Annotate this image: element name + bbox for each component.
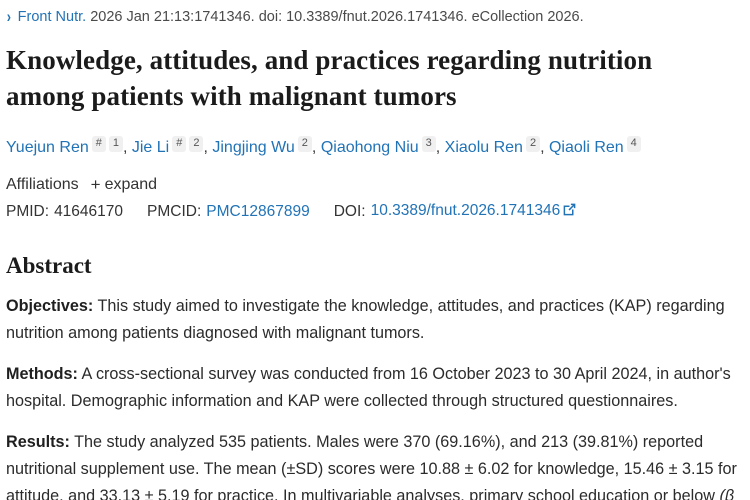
- pmid-label: PMID:: [6, 202, 50, 220]
- author-link[interactable]: Qiaohong Niu: [320, 139, 419, 157]
- affiliation-badge[interactable]: 2: [525, 135, 541, 152]
- identifiers-row: PMID: 41646170 PMCID: PMC12867899 DOI: 1…: [6, 202, 740, 221]
- chevron-right-icon[interactable]: ›: [6, 7, 11, 26]
- author-link[interactable]: Xiaolu Ren: [444, 139, 523, 157]
- plus-icon: +: [90, 175, 101, 195]
- author: Qiaohong Niu 3,: [320, 135, 445, 157]
- author-list: Yuejun Ren #1, Jie Li #2, Jingjing Wu 2, Qi…: [6, 135, 740, 160]
- affiliations-label: Affiliations: [6, 176, 79, 194]
- author: Xiaolu Ren 2,: [444, 135, 549, 157]
- author-link[interactable]: Qiaoli Ren: [548, 139, 624, 157]
- abstract-methods: Methods: A cross-sectional survey was co…: [6, 361, 740, 415]
- doi-link[interactable]: 10.3389/fnut.2026.1741346: [371, 202, 577, 221]
- abstract-heading: Abstract: [6, 253, 92, 279]
- section-label: Methods:: [6, 365, 78, 384]
- pmcid-label: PMCID:: [147, 202, 202, 220]
- doi-label: DOI:: [333, 202, 366, 220]
- expand-affiliations-button[interactable]: + expand: [91, 175, 157, 195]
- section-label: Objectives:: [6, 297, 94, 316]
- abstract-objectives: Objectives: This study aimed to investig…: [6, 293, 740, 347]
- pmcid-group: PMCID: PMC12867899: [147, 203, 310, 221]
- article-title: Knowledge, attitudes, and practices rega…: [6, 45, 653, 112]
- affiliations-row: Affiliations + expand: [6, 175, 740, 195]
- section-text: This study aimed to investigate the know…: [6, 297, 725, 343]
- section-text: A cross-sectional survey was conducted f…: [6, 365, 731, 411]
- doi-group: DOI: 10.3389/fnut.2026.1741346: [334, 202, 577, 221]
- pmcid-link[interactable]: PMC12867899: [206, 202, 310, 220]
- citation-text: 2026 Jan 21:13:1741346. doi: 10.3389/fnu…: [90, 8, 584, 25]
- equal-contrib-badge[interactable]: #: [91, 135, 106, 152]
- author: Jie Li #2,: [131, 135, 213, 157]
- affiliation-badge[interactable]: 2: [189, 135, 204, 152]
- affiliation-badge[interactable]: 1: [108, 135, 123, 152]
- affiliation-badge[interactable]: 4: [626, 135, 641, 152]
- affiliation-badge[interactable]: 2: [297, 135, 312, 152]
- author-link[interactable]: Yuejun Ren: [6, 139, 89, 157]
- author: Yuejun Ren #1,: [6, 135, 132, 157]
- pmid-group: PMID: 41646170: [6, 203, 123, 221]
- external-link-icon: [563, 203, 577, 221]
- journal-link[interactable]: Front Nutr.: [17, 8, 87, 25]
- section-text-italic: (β: [719, 487, 735, 500]
- section-text: The study analyzed 535 patients. Males w…: [6, 433, 737, 500]
- journal-citation-bar: › Front Nutr. 2026 Jan 21:13:1741346. do…: [6, 6, 740, 25]
- author-link[interactable]: Jie Li: [131, 139, 170, 157]
- author: Jingjing Wu 2,: [212, 135, 321, 157]
- author: Qiaoli Ren 4: [548, 135, 641, 157]
- affiliation-badge[interactable]: 3: [421, 135, 436, 152]
- section-label: Results:: [6, 433, 70, 452]
- pmid-value: 41646170: [54, 202, 124, 220]
- expand-label: expand: [104, 176, 158, 194]
- abstract-results: Results: The study analyzed 535 patients…: [6, 429, 740, 500]
- equal-contrib-badge[interactable]: #: [172, 135, 187, 152]
- author-link[interactable]: Jingjing Wu: [212, 139, 295, 157]
